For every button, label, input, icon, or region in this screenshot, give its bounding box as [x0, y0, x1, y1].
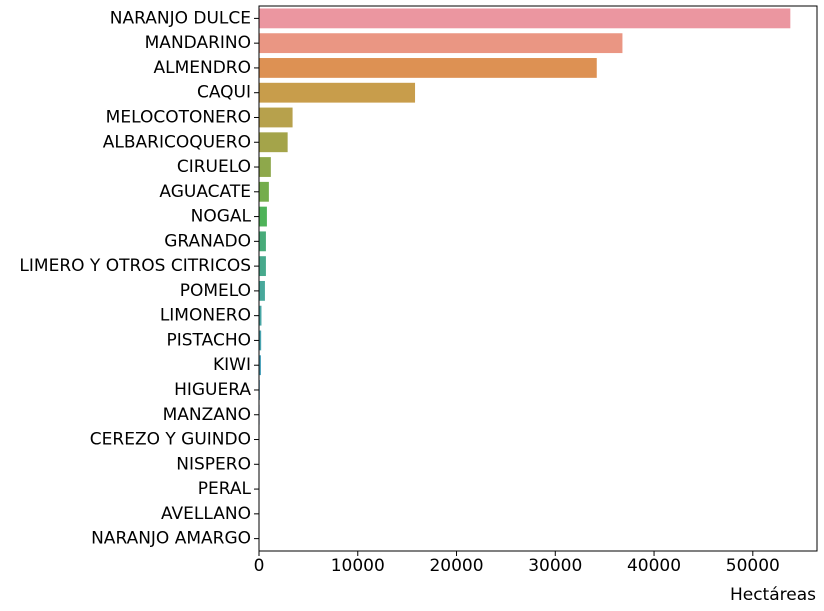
bar	[259, 305, 262, 326]
bar	[259, 132, 288, 153]
category-label: NARANJO AMARGO	[91, 529, 251, 549]
x-tick-label: 30000	[528, 556, 582, 576]
bar	[259, 181, 269, 202]
bar	[259, 8, 791, 29]
category-label: ALBARICOQUERO	[103, 132, 251, 152]
category-label: NOGAL	[191, 207, 252, 227]
category-label: LIMERO Y OTROS CITRICOS	[19, 256, 251, 276]
bar	[259, 107, 293, 128]
x-tick-label: 50000	[726, 556, 780, 576]
category-label: KIWI	[213, 355, 251, 375]
category-label: NARANJO DULCE	[110, 8, 251, 28]
x-axis-label: Hectáreas	[730, 585, 816, 605]
bar	[259, 231, 266, 252]
bar	[259, 206, 267, 227]
category-label: CAQUI	[197, 83, 251, 103]
bar	[259, 256, 266, 277]
category-label: AVELLANO	[161, 504, 251, 524]
category-label: PISTACHO	[167, 330, 252, 350]
category-label: MELOCOTONERO	[106, 107, 251, 127]
x-axis-ticks: 0 10000 20000 30000 40000 50000	[254, 551, 780, 576]
category-label: ALMENDRO	[153, 58, 251, 78]
bars-group	[259, 8, 791, 549]
category-label: LIMONERO	[160, 306, 251, 326]
bar	[259, 82, 416, 103]
category-label: CIRUELO	[177, 157, 251, 177]
x-tick-label: 0	[254, 556, 265, 576]
category-label: GRANADO	[164, 231, 251, 251]
category-label: POMELO	[180, 281, 251, 301]
category-label: PERAL	[198, 479, 252, 499]
bar	[259, 355, 261, 376]
x-tick-label: 10000	[331, 556, 385, 576]
category-label: MANZANO	[163, 405, 251, 425]
plot-frame	[258, 5, 818, 552]
x-tick-label: 40000	[627, 556, 681, 576]
bar	[259, 157, 271, 177]
bar	[259, 33, 623, 54]
category-label: NISPERO	[176, 454, 251, 474]
bar	[259, 280, 265, 301]
bar	[259, 58, 597, 78]
category-label: MANDARINO	[145, 33, 251, 53]
category-labels: NARANJO DULCE MANDARINO ALMENDRO CAQUI MELOC…	[19, 8, 259, 549]
category-label: CEREZO Y GUINDO	[90, 430, 251, 450]
bar	[259, 330, 262, 351]
category-label: HIGUERA	[174, 380, 251, 400]
x-tick-label: 20000	[429, 556, 483, 576]
category-label: AGUACATE	[159, 182, 251, 202]
